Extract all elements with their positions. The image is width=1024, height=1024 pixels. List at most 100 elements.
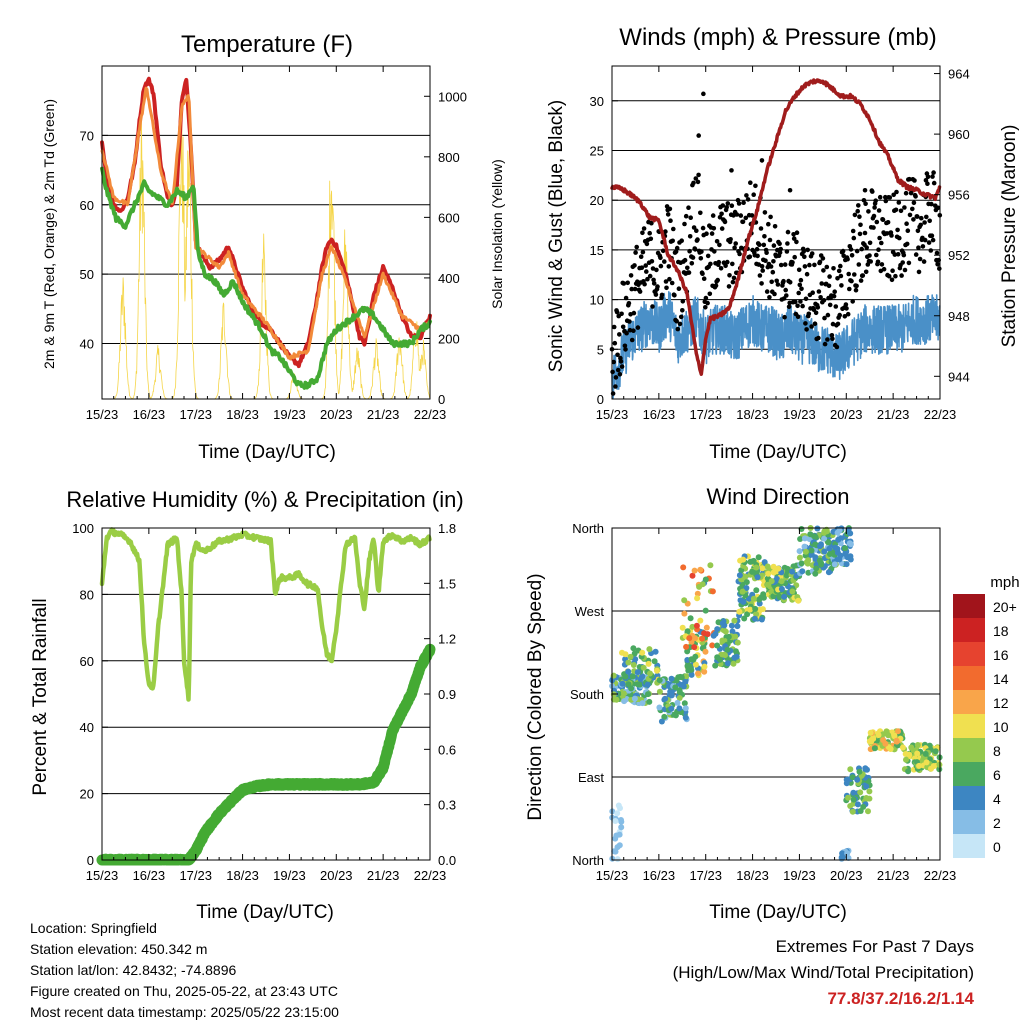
gust-point xyxy=(911,217,916,222)
direction-point xyxy=(743,579,750,586)
gust-point xyxy=(852,272,857,277)
direction-point xyxy=(724,660,731,667)
direction-point xyxy=(821,535,828,542)
direction-point xyxy=(739,588,746,595)
gust-point xyxy=(700,225,706,231)
direction-point xyxy=(674,699,681,706)
legend-label: 0 xyxy=(993,839,1001,855)
direction-point xyxy=(850,796,857,803)
gust-point xyxy=(669,280,675,286)
gust-point xyxy=(768,214,773,220)
gust-point xyxy=(863,201,868,206)
temperature-panel: Temperature (F) Time (Day/UTC) 2m & 9m T… xyxy=(41,31,505,463)
gust-point xyxy=(791,236,797,241)
gust-point xyxy=(777,241,782,246)
gust-point xyxy=(900,260,905,265)
humidity-xtick-label: 21/23 xyxy=(367,868,400,883)
gust-point xyxy=(667,276,672,282)
gust-point xyxy=(889,277,895,283)
direction-point xyxy=(668,705,675,712)
direction-point xyxy=(846,540,853,547)
gust-point xyxy=(743,215,749,221)
gust-point xyxy=(867,240,873,246)
gust-point xyxy=(796,267,802,273)
gust-point xyxy=(845,256,850,262)
gust-point xyxy=(784,249,790,254)
direction-point xyxy=(749,568,756,575)
gust-point xyxy=(806,311,812,317)
gust-point xyxy=(881,266,887,272)
gust-point xyxy=(777,250,783,255)
direction-point xyxy=(817,543,824,550)
gust-point xyxy=(820,256,826,261)
gust-point xyxy=(816,335,821,341)
gust-point xyxy=(873,198,878,203)
gust-point xyxy=(762,210,768,215)
gust-point xyxy=(931,180,937,186)
gust-point xyxy=(792,254,797,260)
legend-swatch xyxy=(953,738,985,762)
gust-point xyxy=(703,295,709,301)
precip-ytick-label: 0.6 xyxy=(438,742,456,757)
gust-point xyxy=(611,359,616,365)
temperature-ytick-label: 40 xyxy=(80,337,94,352)
gust-point xyxy=(767,237,773,243)
direction-point xyxy=(647,670,653,677)
gust-point xyxy=(798,299,803,304)
humidity-ylabel: Percent & Total Rainfall xyxy=(30,598,51,795)
gust-point xyxy=(904,221,909,226)
gust-point xyxy=(625,280,630,286)
direction-point xyxy=(684,628,691,635)
direction-point xyxy=(867,729,874,736)
gust-point xyxy=(755,253,760,259)
direction-point xyxy=(709,642,716,649)
gust-point xyxy=(892,252,898,257)
gust-point xyxy=(739,245,744,251)
gust-point xyxy=(647,273,653,279)
gust-point xyxy=(852,212,858,218)
gust-point xyxy=(660,248,666,254)
direction-point xyxy=(658,718,665,725)
gust-point xyxy=(634,244,639,250)
direction-point xyxy=(712,630,719,637)
direction-point xyxy=(741,615,748,622)
gust-point xyxy=(757,242,762,247)
gust-point xyxy=(901,252,907,258)
legend-label: 20+ xyxy=(993,599,1017,615)
gust-point xyxy=(744,193,749,198)
direction-point xyxy=(634,681,641,688)
direction-xtick-label: 20/23 xyxy=(830,868,863,883)
gust-point xyxy=(809,251,815,256)
precip-ytick-label: 0.3 xyxy=(438,798,456,813)
gust-point xyxy=(915,214,920,219)
direction-point xyxy=(801,535,808,542)
gust-point xyxy=(844,306,849,311)
direction-point xyxy=(613,832,620,839)
gust-point xyxy=(711,226,717,231)
solar-ytick-label: 1000 xyxy=(438,89,467,104)
direction-point xyxy=(775,565,782,572)
gust-point xyxy=(864,245,869,250)
gust-point xyxy=(925,174,931,180)
direction-point xyxy=(761,559,768,566)
gust-point xyxy=(615,352,620,358)
temperature-y2label: Solar Insolation (Yellow) xyxy=(489,159,505,309)
direction-point xyxy=(796,554,803,561)
gust-point xyxy=(672,293,677,298)
direction-point xyxy=(831,561,838,568)
gust-point xyxy=(628,273,634,278)
gust-point xyxy=(879,240,884,246)
direction-point xyxy=(736,608,743,615)
direction-points xyxy=(609,525,943,863)
direction-point xyxy=(812,541,819,548)
direction-point xyxy=(811,533,818,540)
direction-point xyxy=(860,803,867,810)
gust-point xyxy=(658,263,664,269)
gust-point xyxy=(674,245,680,251)
humidity-plot-area: 15/23 16/23 17/23 18/23 19/23 20/23 21/23 22/23… xyxy=(72,521,456,883)
legend-label: 10 xyxy=(993,719,1009,735)
gust-point xyxy=(626,301,632,306)
direction-point xyxy=(731,654,738,661)
direction-point xyxy=(850,789,857,796)
gust-point xyxy=(730,279,736,285)
